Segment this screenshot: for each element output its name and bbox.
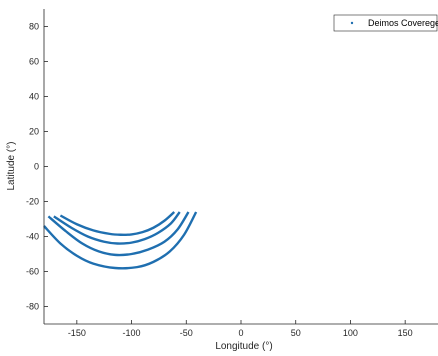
y-tick-label: 20 (29, 127, 39, 137)
x-tick-label: -50 (180, 328, 193, 338)
y-axis-label: Latitude (°) (6, 141, 17, 190)
y-tick-label: -80 (26, 302, 39, 312)
x-tick-label: -100 (123, 328, 141, 338)
x-axis-ticks: -150 -100 -50 0 50 100 150 (68, 320, 413, 338)
legend-box (333, 14, 438, 32)
x-tick-label: -150 (68, 328, 86, 338)
legend-label: Deimos Coverege (368, 18, 438, 28)
legend: Deimos Coverege (333, 14, 438, 32)
y-tick-label: -20 (26, 197, 39, 207)
legend-marker (350, 21, 354, 25)
y-tick-label: -60 (26, 267, 39, 277)
y-tick-label: 60 (29, 57, 39, 67)
y-tick-label: -40 (26, 232, 39, 242)
coverage-track (43, 211, 198, 270)
coverage-track (53, 211, 181, 245)
y-axis-ticks: -80 -60 -40 -20 0 20 40 60 80 (26, 22, 48, 312)
coverage-track (47, 211, 190, 257)
y-tick-label: 80 (29, 22, 39, 32)
y-tick-label: 0 (34, 162, 39, 172)
x-tick-label: 100 (343, 328, 358, 338)
plot-area (44, 9, 438, 324)
x-tick-label: 0 (238, 328, 243, 338)
y-tick-label: 40 (29, 92, 39, 102)
coverage-track (59, 211, 176, 236)
coverage-tracks (43, 211, 198, 270)
x-tick-label: 50 (291, 328, 301, 338)
x-axis-label: Longitude (°) (215, 341, 272, 352)
x-tick-label: 150 (398, 328, 413, 338)
